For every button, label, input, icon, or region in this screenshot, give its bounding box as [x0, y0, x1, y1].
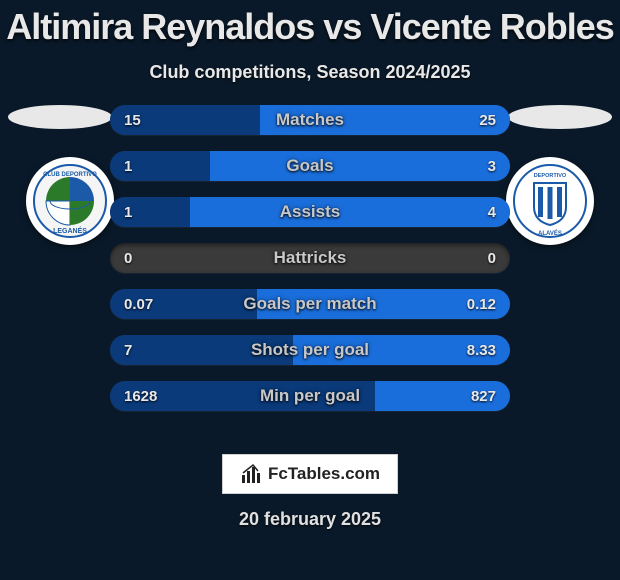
site-logo[interactable]: FcTables.com [222, 454, 398, 494]
right-club-badge: DEPORTIVO ALAVÉS [506, 157, 594, 245]
stat-row: Min per goal1628 827 [110, 381, 510, 411]
stat-row: Matches15 25 [110, 105, 510, 135]
left-flag-ellipse [8, 105, 112, 129]
comparison-subtitle: Club competitions, Season 2024/2025 [0, 62, 620, 83]
stat-value-left: 1 [124, 151, 132, 181]
footer-date: 20 february 2025 [0, 509, 620, 530]
stat-value-left: 1 [124, 197, 132, 227]
stat-label: Goals [110, 151, 510, 181]
chart-icon [240, 463, 262, 485]
stat-value-right: 4 [488, 197, 496, 227]
stat-label: Hattricks [110, 243, 510, 273]
stat-value-left: 7 [124, 335, 132, 365]
site-logo-text: FcTables.com [268, 464, 380, 484]
comparison-title: Altimira Reynaldos vs Vicente Robles [0, 0, 620, 48]
stat-bars: Matches1525Goals13Assists14Hattricks00Go… [110, 105, 510, 427]
svg-text:CLUB DEPORTIVO: CLUB DEPORTIVO [43, 172, 97, 178]
stat-row: Goals1 3 [110, 151, 510, 181]
stat-value-left: 0.07 [124, 289, 153, 319]
svg-text:DEPORTIVO: DEPORTIVO [534, 173, 567, 179]
stat-value-left: 1628 [124, 381, 157, 411]
stat-value-right: 827 [471, 381, 496, 411]
stat-label: Assists [110, 197, 510, 227]
stat-value-right: 0.12 [467, 289, 496, 319]
stat-row: Shots per goal7 8.33 [110, 335, 510, 365]
svg-text:ALAVÉS: ALAVÉS [538, 229, 562, 237]
stat-label: Shots per goal [110, 335, 510, 365]
stat-value-left: 0 [124, 243, 132, 273]
stat-row: Goals per match0.07 0.12 [110, 289, 510, 319]
stat-value-right: 25 [479, 105, 496, 135]
stat-label: Matches [110, 105, 510, 135]
comparison-content: CLUB DEPORTIVO LEGANÉS DEPORTIVO ALAVÉS … [0, 105, 620, 435]
alaves-crest-icon: DEPORTIVO ALAVÉS [512, 163, 588, 239]
left-club-badge: CLUB DEPORTIVO LEGANÉS [26, 157, 114, 245]
stat-label: Goals per match [110, 289, 510, 319]
leganes-crest-icon: CLUB DEPORTIVO LEGANÉS [32, 163, 108, 239]
svg-text:LEGANÉS: LEGANÉS [53, 226, 87, 235]
right-flag-ellipse [508, 105, 612, 129]
stat-value-right: 0 [488, 243, 496, 273]
stat-label: Min per goal [110, 381, 510, 411]
stat-row: Hattricks0 0 [110, 243, 510, 273]
stat-value-right: 3 [488, 151, 496, 181]
stat-value-left: 15 [124, 105, 141, 135]
stat-value-right: 8.33 [467, 335, 496, 365]
stat-row: Assists1 4 [110, 197, 510, 227]
